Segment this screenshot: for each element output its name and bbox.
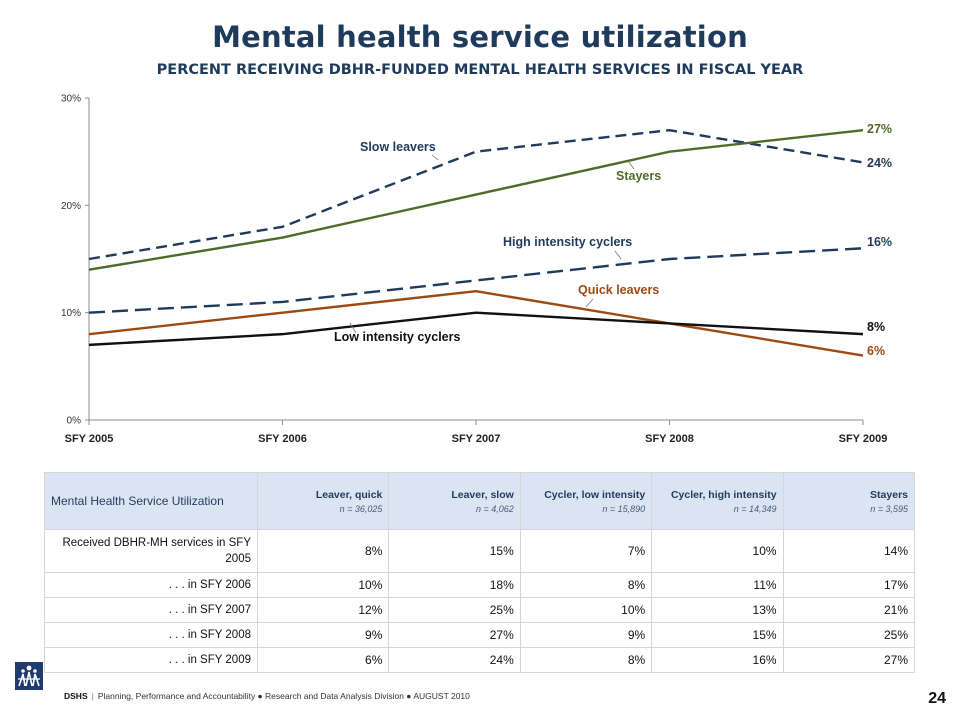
footer-org: DSHS <box>64 691 88 701</box>
line-chart: 0% 10% 20% 30% SFY 2005 SFY 2006 SFY 2007 SFY 2… <box>61 94 892 446</box>
series-label-low-intensity-cyclers: Low intensity cyclers <box>334 330 460 344</box>
table-row: . . . in SFY 2009 6% 24% 8% 16% 27% <box>44 647 916 673</box>
column-header: Cycler, high intensity n = 14,349 <box>651 472 784 530</box>
table-cell: 11% <box>651 572 784 598</box>
table-row: Received DBHR-MH services in SFY 2005 8% 1… <box>44 529 916 573</box>
series-line-quick-leavers <box>88 290 864 357</box>
series-line-high-intensity-cyclers <box>88 247 864 314</box>
table-cell: 12% <box>256 597 390 623</box>
column-header-count: n = 36,025 <box>339 503 383 514</box>
table-cell: 9% <box>256 622 390 648</box>
column-header-count: n = 15,890 <box>602 503 646 514</box>
x-tick-label: SFY 2007 <box>452 433 501 445</box>
column-header-label: Cycler, low intensity <box>544 488 646 501</box>
footer-credits: Planning, Performance and Accountability… <box>97 691 470 701</box>
column-header: Leaver, slow n = 4,062 <box>388 472 521 530</box>
row-label: . . . in SFY 2008 <box>44 622 258 648</box>
label-leader-line <box>349 322 357 334</box>
column-header-count: n = 4,062 <box>475 503 514 514</box>
column-header: Stayers n = 3,595 <box>782 472 916 530</box>
table-cell: 15% <box>651 622 784 648</box>
end-value-label-quick-leavers: 6% <box>867 344 885 358</box>
series-line-low-intensity-cyclers <box>88 311 864 347</box>
page-subtitle: PERCENT RECEIVING DBHR-FUNDED MENTAL HEA… <box>156 62 804 78</box>
table-cell: 27% <box>388 622 521 648</box>
column-header-label: Stayers <box>870 488 908 501</box>
end-value-label-stayers: 27% <box>867 122 892 136</box>
dshs-logo-icon <box>15 662 43 690</box>
row-label: . . . in SFY 2006 <box>44 572 258 598</box>
table-cell: 8% <box>256 529 390 573</box>
end-value-label-low-intensity-cyclers: 8% <box>867 320 885 334</box>
series-label-high-intensity-cyclers: High intensity cyclers <box>503 235 632 249</box>
row-label: . . . in SFY 2007 <box>44 597 258 623</box>
x-tick-label: SFY 2009 <box>839 433 888 445</box>
table-cell: 6% <box>256 647 390 673</box>
footer-separator: | <box>91 691 94 701</box>
column-header-label: Leaver, slow <box>451 488 514 501</box>
table-cell: 10% <box>256 572 390 598</box>
series-line-stayers <box>88 129 864 271</box>
table-cell: 15% <box>388 529 521 573</box>
table-cell: 7% <box>519 529 653 573</box>
column-header-count: n = 3,595 <box>870 503 908 514</box>
table-cell: 16% <box>651 647 784 673</box>
table-row: . . . in SFY 2008 9% 27% 9% 15% 25% <box>44 622 916 648</box>
table-cell: 13% <box>651 597 784 623</box>
table-row: . . . in SFY 2006 10% 18% 8% 11% 17% <box>44 572 916 598</box>
y-tick-label: 10% <box>61 308 81 319</box>
label-leader-line <box>614 250 622 260</box>
table-cell: 21% <box>782 597 916 623</box>
label-leader-line <box>431 154 439 161</box>
x-tick-label: SFY 2006 <box>258 433 307 445</box>
footer-text: DSHS | Planning, Performance and Accountab… <box>64 691 470 701</box>
table-cell: 8% <box>519 647 653 673</box>
column-header-count: n = 14,349 <box>733 503 777 514</box>
table-corner-header: Mental Health Service Utilization <box>44 472 258 530</box>
table-cell: 17% <box>782 572 916 598</box>
table-cell: 8% <box>519 572 653 598</box>
table-cell: 18% <box>388 572 521 598</box>
label-leader-line <box>627 160 635 170</box>
table-row: . . . in SFY 2007 12% 25% 10% 13% 21% <box>44 597 916 623</box>
table-cell: 25% <box>388 597 521 623</box>
end-value-label-slow-leavers: 24% <box>867 156 892 170</box>
series-line-slow-leavers <box>88 128 864 261</box>
y-tick-label: 20% <box>61 201 81 212</box>
table-body: Received DBHR-MH services in SFY 2005 8% 1… <box>44 529 916 673</box>
page-title: Mental health service utilization <box>212 20 748 54</box>
page-number: 24 <box>928 690 946 707</box>
series-label-quick-leavers: Quick leavers <box>578 283 659 297</box>
y-tick-label: 0% <box>67 416 82 427</box>
table-cell: 24% <box>388 647 521 673</box>
table-cell: 10% <box>519 597 653 623</box>
table-cell: 9% <box>519 622 653 648</box>
x-tick-label: SFY 2005 <box>65 433 114 445</box>
column-header: Cycler, low intensity n = 15,890 <box>519 472 653 530</box>
table-header-row: Mental Health Service Utilization Leaver… <box>44 472 916 530</box>
table-cell: 10% <box>651 529 784 573</box>
table-cell: 14% <box>782 529 916 573</box>
end-value-label-high-intensity-cyclers: 16% <box>867 235 892 249</box>
column-header-label: Leaver, quick <box>315 488 383 501</box>
x-tick-label: SFY 2008 <box>645 433 694 445</box>
utilization-table: Mental Health Service Utilization Leaver… <box>44 472 916 673</box>
column-header-label: Cycler, high intensity <box>670 488 777 501</box>
table-cell: 27% <box>782 647 916 673</box>
row-label: . . . in SFY 2009 <box>44 647 258 673</box>
table-cell: 25% <box>782 622 916 648</box>
column-header: Leaver, quick n = 36,025 <box>256 472 390 530</box>
series-label-slow-leavers: Slow leavers <box>360 140 436 154</box>
label-leader-line <box>585 298 594 308</box>
series-label-stayers: Stayers <box>616 169 661 183</box>
row-label: Received DBHR-MH services in SFY 2005 <box>44 529 258 573</box>
y-tick-label: 30% <box>61 94 81 105</box>
